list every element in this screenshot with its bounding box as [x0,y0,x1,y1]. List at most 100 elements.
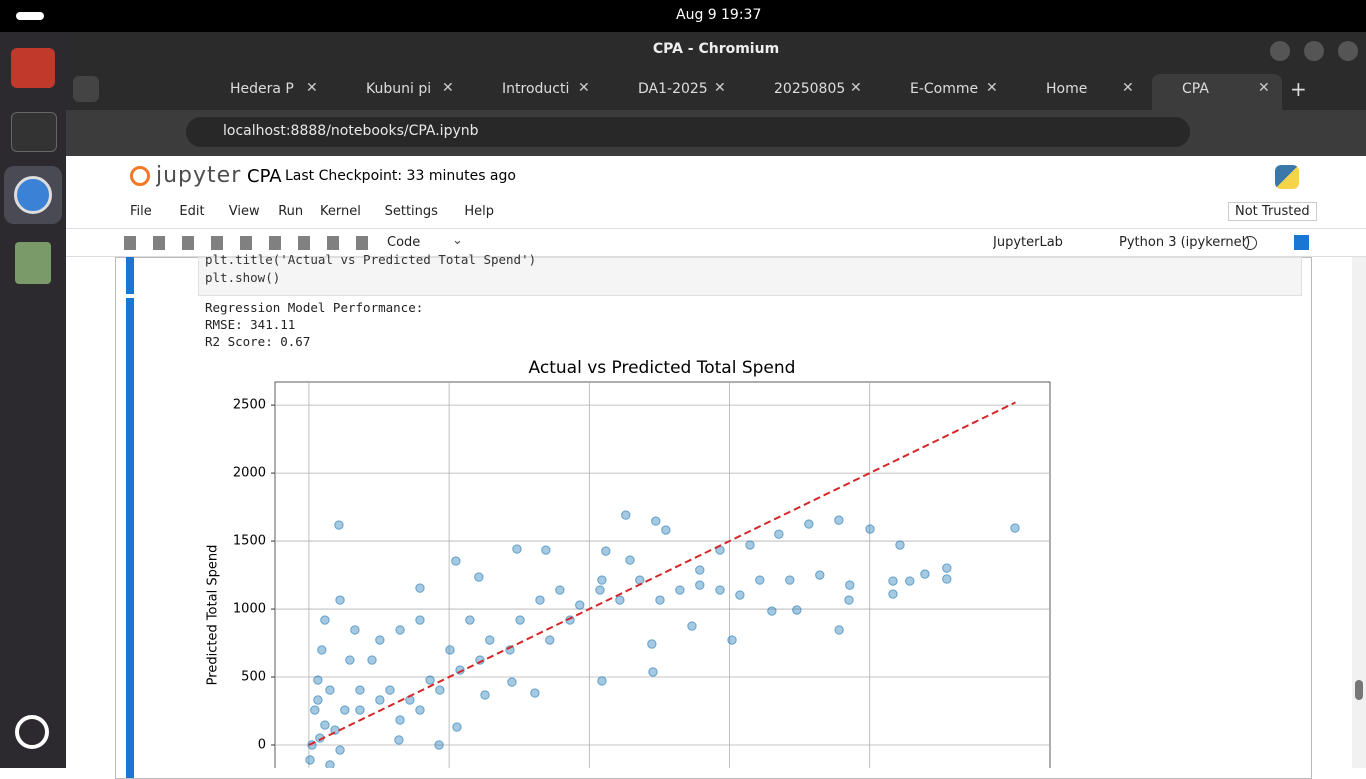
point [888,589,898,599]
point [648,667,658,677]
menu-item[interactable]: Run [278,204,304,219]
kernel-status [1243,236,1257,250]
tab-title[interactable]: Home [1046,81,1088,97]
tab-close[interactable]: ✕ [986,80,998,96]
tab-close[interactable]: ✕ [1258,80,1270,96]
tab-title[interactable]: Hedera P [230,81,294,97]
tab-title[interactable]: 20250805 [774,81,846,97]
output-line: R2 Score: 0.67 [205,334,311,349]
output-line: Regression Model Performance: [205,300,424,315]
code-line: plt.show() [205,270,281,285]
omnibox[interactable] [186,117,1190,147]
new-tab[interactable]: + [1290,77,1307,101]
point [625,555,635,565]
point [345,655,355,665]
cell-type-arrow[interactable]: ⌄ [452,233,463,248]
point [465,615,475,625]
point [942,563,952,573]
tab-title[interactable]: DA1-2025 [638,81,708,97]
point [575,600,585,610]
point [325,685,335,695]
tab-close[interactable]: ✕ [306,80,318,96]
chromium-logo [14,176,52,214]
point [480,690,490,700]
menu-item[interactable]: File [130,204,152,219]
point [355,705,365,715]
trash-icon[interactable] [15,242,51,284]
y-tick-label: 500 [241,670,266,685]
point [541,545,551,555]
url[interactable]: localhost:8888/notebooks/CPA.ipynb [223,123,479,139]
point [375,695,385,705]
tab[interactable] [1152,74,1282,110]
point [530,688,540,698]
point [445,645,455,655]
menu-item[interactable]: Edit [179,204,205,219]
jupyter-logo[interactable]: jupyter [156,163,242,188]
point [834,515,844,525]
point [395,625,405,635]
tab-close[interactable]: ✕ [714,80,726,96]
point [651,516,661,526]
point [474,572,484,582]
menu-item[interactable]: Kernel [320,204,361,219]
window-title: CPA - Chromium [652,41,780,57]
point [535,595,545,605]
toolbar-icons[interactable] [124,236,374,250]
tab-close[interactable]: ✕ [850,80,862,96]
maximize[interactable] [1304,41,1324,61]
point [340,705,350,715]
point [844,595,854,605]
ideal-line [308,401,1016,746]
point [335,595,345,605]
point [317,645,327,655]
point [320,720,330,730]
output-bar [126,298,134,778]
tab-close[interactable]: ✕ [578,80,590,96]
tab-close[interactable]: ✕ [1122,80,1134,96]
point [395,715,405,725]
point [865,524,875,534]
toc-toggle[interactable] [1294,235,1309,250]
tab-close[interactable]: ✕ [442,80,454,96]
dock [0,32,66,768]
notebook-name[interactable]: CPA [247,166,282,187]
y-tick-label: 0 [258,738,266,753]
close[interactable] [1338,41,1358,61]
point [394,735,404,745]
tab-title[interactable]: Kubuni pi [366,81,432,97]
files-icon[interactable] [11,48,55,88]
menu-item[interactable]: View [228,204,260,219]
jupyter-mark [130,166,150,186]
kernel-name[interactable]: Python 3 (ipykernel) [1119,235,1251,250]
point [325,760,335,768]
scroll-thumb[interactable] [1355,680,1363,700]
activities[interactable] [16,12,44,20]
menu-item[interactable]: Settings [384,204,438,219]
point [695,580,705,590]
point [425,675,435,685]
apps-icon[interactable] [15,715,49,749]
tab-search[interactable] [73,76,99,102]
point [375,635,385,645]
point [1010,523,1020,533]
menu-item[interactable]: Help [464,204,495,219]
minimize[interactable] [1270,41,1290,61]
point [735,590,745,600]
point [834,625,844,635]
trust-status[interactable]: Not Trusted [1228,202,1317,221]
code-area[interactable] [198,257,1302,296]
tab-title[interactable]: E-Comme [910,81,979,97]
y-axis-label: Predicted Total Spend [206,545,221,686]
point [595,585,605,595]
y-tick-label: 1500 [233,534,266,549]
point [451,556,461,566]
jupyterlab-link[interactable]: JupyterLab [993,235,1063,250]
tab-title[interactable]: Introducti [502,81,570,97]
point [434,740,444,750]
point [715,585,725,595]
cell-type[interactable]: Code [387,235,421,250]
tab-title[interactable]: CPA [1182,81,1209,97]
terminal-icon[interactable] [11,112,57,152]
point [895,540,905,550]
